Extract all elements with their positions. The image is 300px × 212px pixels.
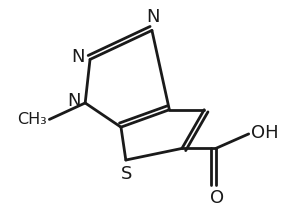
Text: N: N (67, 92, 80, 110)
Text: CH₃: CH₃ (17, 112, 46, 127)
Text: N: N (72, 49, 85, 67)
Text: O: O (210, 189, 224, 207)
Text: S: S (121, 165, 133, 183)
Text: OH: OH (250, 124, 278, 142)
Text: N: N (146, 8, 160, 26)
